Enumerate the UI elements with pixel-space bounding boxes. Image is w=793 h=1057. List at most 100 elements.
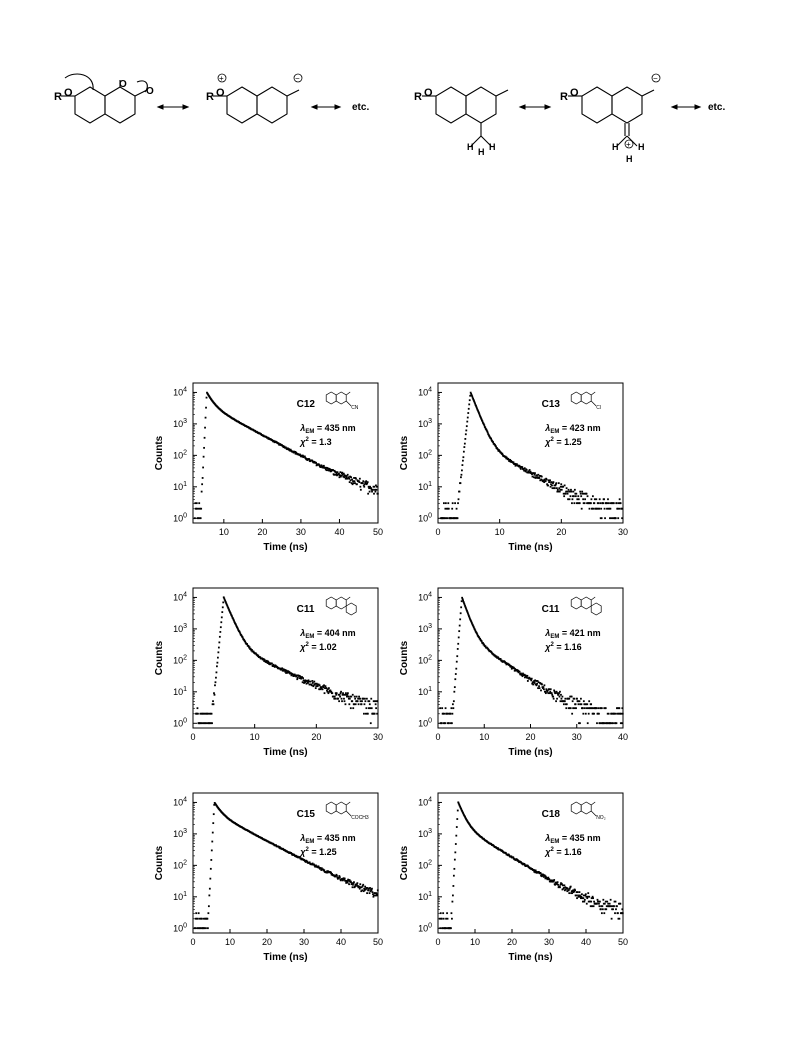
data-point bbox=[197, 507, 200, 510]
data-point bbox=[338, 693, 341, 696]
data-point bbox=[464, 433, 467, 436]
data-point bbox=[451, 900, 454, 903]
data-point bbox=[464, 816, 466, 818]
y-tick-label: 102 bbox=[173, 654, 187, 665]
data-point bbox=[534, 472, 536, 475]
data-point bbox=[232, 617, 234, 620]
data-point bbox=[465, 607, 467, 610]
data-point bbox=[532, 869, 535, 871]
data-point bbox=[203, 712, 206, 715]
data-point bbox=[348, 883, 350, 886]
data-point bbox=[614, 900, 617, 903]
data-point bbox=[313, 863, 315, 866]
data-point bbox=[621, 707, 624, 710]
data-point bbox=[534, 683, 537, 686]
data-point bbox=[349, 475, 352, 478]
data-point bbox=[345, 881, 348, 884]
data-point bbox=[224, 600, 227, 603]
data-point bbox=[282, 444, 284, 447]
y-tick-label: 102 bbox=[418, 449, 432, 460]
data-point bbox=[344, 693, 346, 696]
data-point bbox=[452, 874, 455, 877]
resonance-arrow-2 bbox=[310, 104, 342, 110]
etc-label-2: etc. bbox=[708, 102, 725, 113]
data-point bbox=[562, 887, 565, 889]
data-point bbox=[602, 898, 605, 901]
data-point bbox=[303, 680, 306, 682]
data-point bbox=[570, 892, 573, 895]
x-tick-label: 20 bbox=[556, 527, 566, 537]
data-point bbox=[531, 473, 533, 476]
data-point bbox=[365, 707, 368, 710]
data-point bbox=[322, 685, 324, 688]
data-point bbox=[501, 454, 504, 456]
data-point bbox=[546, 878, 549, 881]
data-point bbox=[366, 482, 369, 485]
data-point bbox=[457, 802, 460, 805]
data-point bbox=[362, 883, 365, 886]
data-point bbox=[505, 852, 507, 855]
data-point bbox=[588, 507, 591, 510]
compound-label: C15 bbox=[297, 809, 316, 820]
data-point bbox=[587, 892, 590, 895]
pyranone-ring bbox=[580, 596, 592, 610]
data-point bbox=[362, 697, 365, 700]
data-point bbox=[315, 864, 317, 867]
data-point bbox=[536, 680, 539, 682]
data-point bbox=[240, 635, 243, 637]
data-point bbox=[372, 700, 375, 703]
data-point bbox=[208, 712, 211, 715]
data-point bbox=[199, 927, 202, 930]
data-point bbox=[225, 603, 228, 606]
data-point bbox=[469, 394, 472, 397]
chi-squared-label: χ2 = 1.16 bbox=[544, 847, 581, 857]
data-point bbox=[572, 490, 575, 493]
data-point bbox=[621, 517, 623, 520]
data-point bbox=[318, 464, 321, 467]
data-point bbox=[466, 416, 469, 419]
data-point bbox=[553, 689, 556, 692]
data-point bbox=[454, 678, 457, 681]
data-point bbox=[202, 466, 205, 469]
data-point bbox=[370, 697, 373, 700]
data-point bbox=[456, 655, 459, 658]
data-point bbox=[341, 473, 344, 476]
data-point bbox=[532, 683, 535, 686]
data-point bbox=[563, 495, 566, 498]
data-point bbox=[524, 864, 527, 867]
data-point bbox=[556, 692, 559, 695]
y-tick-label: 100 bbox=[418, 922, 432, 933]
data-point bbox=[556, 881, 559, 884]
data-point bbox=[477, 635, 480, 637]
data-point bbox=[520, 672, 522, 675]
data-point bbox=[471, 395, 474, 398]
data-point bbox=[554, 484, 557, 487]
data-point bbox=[611, 908, 613, 911]
data-point bbox=[576, 891, 579, 894]
data-point bbox=[579, 895, 582, 898]
data-points bbox=[438, 801, 624, 930]
data-point bbox=[361, 889, 364, 892]
data-point bbox=[444, 927, 447, 930]
data-point bbox=[550, 692, 553, 695]
data-point bbox=[284, 446, 287, 449]
data-point bbox=[562, 703, 565, 706]
data-point bbox=[346, 477, 349, 480]
resonance-scheme: R O O O R O + − etc. R O H H bbox=[54, 73, 725, 164]
data-point bbox=[536, 476, 539, 479]
data-point bbox=[524, 469, 527, 472]
data-point bbox=[248, 646, 251, 649]
data-point bbox=[216, 665, 218, 668]
data-point bbox=[200, 507, 203, 510]
data-point bbox=[346, 692, 349, 695]
data-point bbox=[568, 498, 571, 501]
data-point bbox=[200, 490, 203, 493]
data-point bbox=[222, 596, 225, 599]
data-point bbox=[541, 683, 543, 686]
data-point bbox=[213, 693, 216, 696]
data-point bbox=[451, 712, 454, 715]
data-point bbox=[202, 722, 205, 725]
data-point bbox=[618, 902, 620, 905]
data-point bbox=[373, 485, 376, 488]
data-point bbox=[592, 712, 594, 715]
